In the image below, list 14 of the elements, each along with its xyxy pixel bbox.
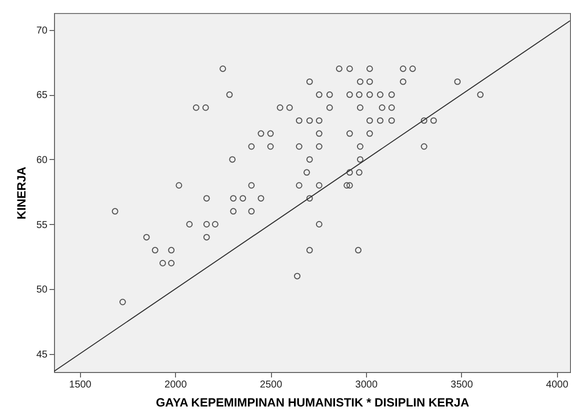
x-tick-label: 2500 — [260, 380, 283, 390]
y-tick-label: 60 — [36, 154, 48, 166]
y-tick-label: 70 — [36, 25, 48, 36]
y-tick-label: 55 — [36, 220, 48, 231]
x-axis-title: GAYA KEPEMIMPINAN HUMANISTIK * DISIPLIN KERJA — [156, 396, 470, 410]
x-tick-label: 2000 — [164, 380, 188, 390]
y-tick-label: 45 — [36, 349, 48, 360]
x-tick-label: 4000 — [546, 380, 569, 390]
x-tick-label: 3000 — [355, 380, 378, 390]
x-tick-label: 3500 — [450, 380, 474, 390]
y-axis-title: KINERJA — [14, 166, 28, 220]
x-tick-label: 1500 — [69, 380, 92, 390]
y-tick-label: 50 — [36, 284, 48, 296]
y-tick-label: 65 — [36, 90, 48, 102]
